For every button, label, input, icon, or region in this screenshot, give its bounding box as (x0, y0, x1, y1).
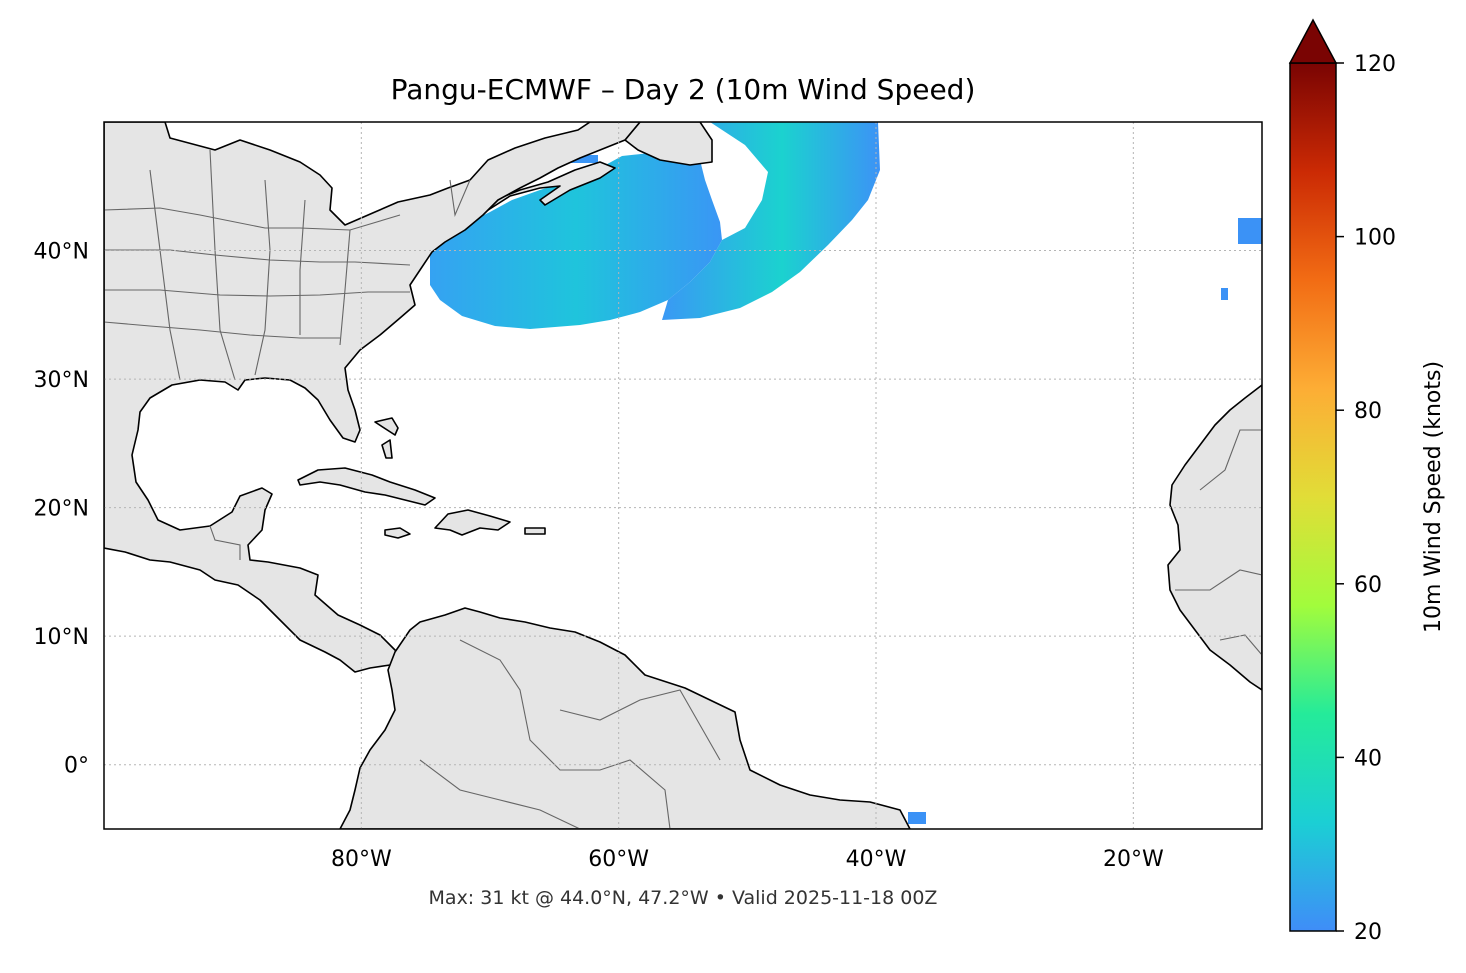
gridlines (104, 122, 1262, 829)
colorbar-ticks: 120 100 80 60 40 20 (1336, 52, 1396, 945)
longitude-tick-labels: 80°W 60°W 40°W 20°W (331, 847, 1164, 872)
jamaica-land (384, 527, 411, 539)
country-borders (104, 149, 1262, 829)
colorbar-tick-label: 40 (1354, 746, 1382, 771)
lon-tick-label: 80°W (331, 847, 392, 872)
south-america-land (339, 607, 911, 829)
colorbar-tick-label: 60 (1354, 573, 1382, 598)
lat-tick-label: 30°N (34, 368, 89, 393)
colorbar-tick-label: 100 (1354, 226, 1396, 251)
wind-patch (908, 812, 926, 824)
colorbar-label: 10m Wind Speed (knots) (1421, 361, 1446, 633)
lon-tick-label: 60°W (588, 847, 649, 872)
map-title: Pangu-ECMWF – Day 2 (10m Wind Speed) (391, 73, 976, 106)
lat-tick-label: 10°N (34, 625, 89, 650)
colorbar-gradient (1289, 62, 1337, 932)
wind-swath-main (430, 152, 722, 329)
wind-patch (1238, 218, 1262, 244)
colorbar-tick-label: 120 (1354, 52, 1396, 77)
cuba-land (297, 467, 436, 506)
wind-speed-field (430, 122, 1262, 824)
lon-tick-label: 40°W (846, 847, 907, 872)
lat-tick-label: 20°N (34, 497, 89, 522)
colorbar: 120 100 80 60 40 20 10m Wind Speed (knots) (1288, 18, 1446, 945)
wind-patch (1221, 288, 1228, 300)
hispaniola-land (434, 509, 511, 536)
lat-tick-label: 0° (64, 754, 89, 779)
colorbar-tick-label: 80 (1354, 399, 1382, 424)
africa-land (1167, 384, 1262, 691)
puerto-rico-land (524, 527, 546, 535)
latitude-tick-labels: 40°N 30°N 20°N 10°N 0° (34, 240, 89, 779)
bahamas-land (374, 417, 399, 459)
wind-swath-east (662, 122, 880, 320)
colorbar-extend-arrow (1288, 18, 1338, 64)
max-wind-annotation: Max: 31 kt @ 44.0°N, 47.2°W • Valid 2025… (429, 887, 938, 909)
nova-scotia-land (484, 161, 616, 213)
map-frame (103, 121, 1263, 830)
colorbar-tick-label: 20 (1354, 920, 1382, 945)
newfoundland-land (624, 122, 713, 166)
map-panel (104, 122, 1262, 829)
lon-tick-label: 20°W (1103, 847, 1164, 872)
lat-tick-label: 40°N (34, 240, 89, 265)
